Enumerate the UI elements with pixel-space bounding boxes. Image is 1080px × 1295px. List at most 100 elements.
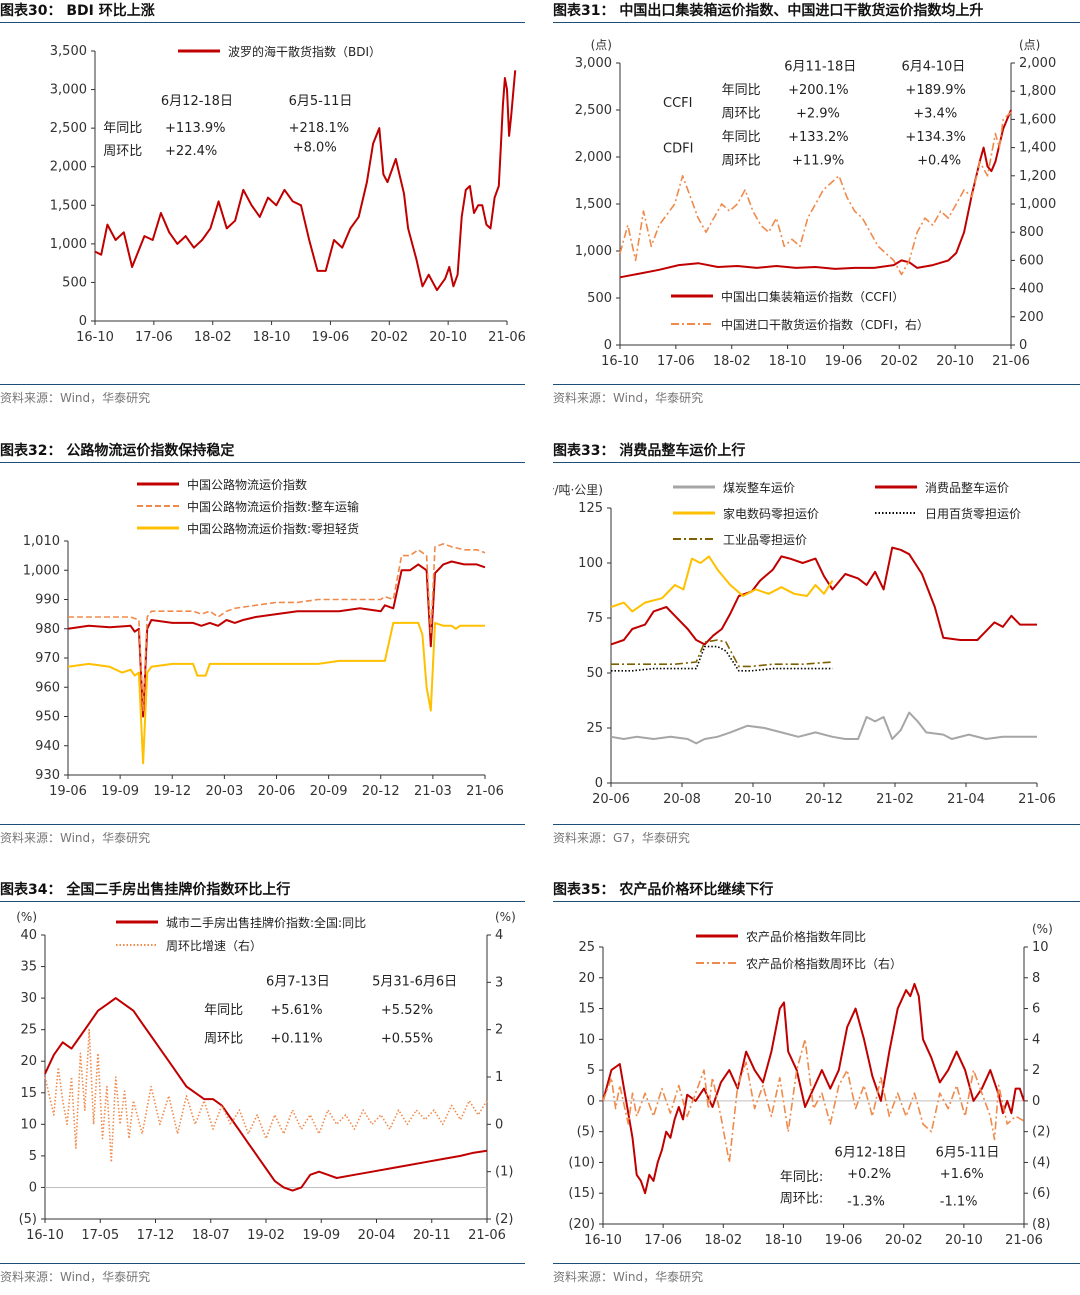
- annotation-text: +0.55%: [381, 1031, 433, 1046]
- x-tick-label: 18-02: [704, 1233, 742, 1248]
- series-line-2: [67, 621, 485, 765]
- y-right-tick-label: (8): [1032, 1217, 1050, 1232]
- y-tick-label: 3,000: [575, 56, 612, 71]
- y-unit-label: (分/吨·公里): [553, 483, 603, 497]
- series-line-3: [611, 645, 833, 672]
- x-tick-label: 20-10: [734, 792, 772, 807]
- y-right-tick-label: (6): [1032, 1186, 1050, 1201]
- y-tick-label: 3,000: [50, 83, 87, 98]
- x-tick-label: 16-10: [601, 354, 639, 369]
- annotation-text: +0.2%: [847, 1167, 891, 1182]
- annotation-text: +2.9%: [796, 107, 840, 122]
- x-tick-label: 18-10: [765, 1233, 803, 1248]
- y-tick-label: 1,000: [23, 563, 60, 578]
- x-tick-label: 20-02: [880, 354, 918, 369]
- annotation-text: 5月31-6月6日: [372, 974, 457, 989]
- y-right-tick-label: 1,400: [1019, 141, 1056, 156]
- x-tick-label: 20-10: [429, 330, 467, 345]
- legend-label: 工业品零担运价: [723, 533, 807, 547]
- chart-svg: (20) (15) (10) (5) 0 5 10 15 20 25 (8) (6) (4) (2) 0 2 4…: [568, 922, 1052, 1248]
- y-tick-label: 2,000: [50, 160, 87, 175]
- source-rule: [0, 384, 525, 385]
- series-line-0: [67, 560, 486, 718]
- x-tick-label: 17-06: [644, 1233, 682, 1248]
- chart-panel-33: 图表33： 消费品整车运价上行 0 25 50 75 100 125 (分/吨·公里) 20-…: [553, 440, 1080, 860]
- y-right-tick-label: 8: [1032, 971, 1040, 986]
- y-tick-label: 125: [578, 501, 603, 516]
- y-right-tick-label: (2): [1032, 1125, 1050, 1140]
- annotation-text: +3.4%: [913, 107, 957, 122]
- x-tick-label: 18-10: [769, 354, 807, 369]
- x-tick-label: 16-10: [26, 1228, 64, 1243]
- x-tick-label: 19-12: [153, 784, 191, 799]
- x-tick-label: 20-06: [592, 792, 630, 807]
- x-tick-label: 19-06: [825, 354, 863, 369]
- series-line-0: [619, 109, 1012, 279]
- title-rule: [553, 22, 1080, 23]
- y-tick-label: 50: [586, 666, 603, 681]
- annotation-text: 6月12-18日: [835, 1145, 907, 1160]
- legend-label: 中国公路物流运价指数:零担轻货: [187, 521, 359, 536]
- y-tick-label: 5: [29, 1149, 37, 1164]
- y-tick-label: (5): [577, 1125, 595, 1140]
- legend-label: 城市二手房出售挂牌价指数:全国:同比: [166, 915, 366, 930]
- chart-panel-35: 图表35： 农产品价格环比继续下行 (20) (15) (10) (5) 0 5 10 15 2…: [553, 879, 1080, 1295]
- annotation-text: +133.2%: [788, 130, 848, 145]
- series-line-2: [610, 555, 834, 613]
- chart-svg: 0 500 1,000 1,500 2,000 2,500 3,000 (点) 0 200 400 6…: [575, 38, 1056, 369]
- source-rule: [0, 824, 525, 825]
- annotation-text: +5.61%: [270, 1003, 322, 1018]
- series-line-4: [611, 639, 833, 668]
- annotation-text: +22.4%: [165, 144, 217, 159]
- x-tick-label: 20-10: [936, 354, 974, 369]
- x-tick-label: 18-07: [192, 1228, 230, 1243]
- annotation-text: +0.11%: [270, 1031, 322, 1046]
- y-right-tick-label: 4: [1032, 1032, 1040, 1047]
- x-tick-label: 18-02: [194, 330, 232, 345]
- chart-title: 图表35： 农产品价格环比继续下行: [553, 882, 774, 898]
- x-tick-label: 21-06: [1005, 1233, 1043, 1248]
- y-tick-label: 25: [20, 1023, 37, 1038]
- y-right-tick-label: 1,600: [1019, 112, 1056, 127]
- x-tick-label: 16-10: [584, 1233, 622, 1248]
- legend-label: 中国进口干散货运价指数（CDFI，右）: [721, 317, 929, 332]
- annotation-text: 6月12-18日: [161, 94, 233, 109]
- legend-label: 中国出口集装箱运价指数（CCFI）: [721, 289, 904, 304]
- x-tick-label: 19-02: [247, 1228, 285, 1243]
- y-right-tick-label: 400: [1019, 282, 1044, 297]
- y-tick-label: 950: [35, 710, 60, 725]
- x-tick-label: 18-10: [253, 330, 291, 345]
- annotation-text: 周环比:: [780, 1191, 823, 1206]
- chart-source: 资料来源：Wind，华泰研究: [553, 1270, 704, 1284]
- x-tick-label: 21-06: [466, 784, 504, 799]
- x-tick-label: 21-03: [414, 784, 452, 799]
- y-right-tick-label: 2: [495, 1023, 503, 1038]
- y-tick-label: 2,500: [50, 121, 87, 136]
- y-unit-label: (点): [591, 38, 612, 52]
- y-tick-label: 0: [604, 338, 612, 353]
- annotation-text: +200.1%: [788, 83, 848, 98]
- legend-label: 日用百货零担运价: [925, 506, 1021, 521]
- title-rule: [553, 901, 1080, 902]
- series-line-1: [602, 1038, 1025, 1164]
- y-right-tick-label: 3: [495, 975, 503, 990]
- y-tick-label: 1,010: [23, 534, 60, 549]
- y-tick-label: 15: [578, 1002, 595, 1017]
- x-tick-label: 20-10: [945, 1233, 983, 1248]
- x-tick-label: 21-04: [947, 792, 985, 807]
- annotation-text: +8.0%: [293, 140, 337, 155]
- annotation-text: +134.3%: [905, 130, 965, 145]
- chart-source: 资料来源：G7，华泰研究: [553, 831, 690, 845]
- x-tick-label: 16-10: [76, 330, 114, 345]
- annotation-text: +218.1%: [289, 121, 349, 136]
- source-rule: [553, 824, 1080, 825]
- y-tick-label: 10: [578, 1032, 595, 1047]
- legend-label: 农产品价格指数年同比: [746, 929, 866, 944]
- series-line-0: [94, 70, 517, 292]
- series-line-0: [610, 711, 1037, 745]
- series-line-1: [619, 111, 1012, 276]
- annotation-text: +113.9%: [165, 121, 225, 136]
- chart-svg: 0 25 50 75 100 125 (分/吨·公里) 20-06 20-08 20-10 20-1…: [553, 480, 1056, 807]
- chart-panel-32: 图表32： 公路物流运价指数保持稳定 930 940 950 960 970 980 990…: [0, 440, 525, 860]
- annotation-text: 年同比: [204, 1003, 243, 1018]
